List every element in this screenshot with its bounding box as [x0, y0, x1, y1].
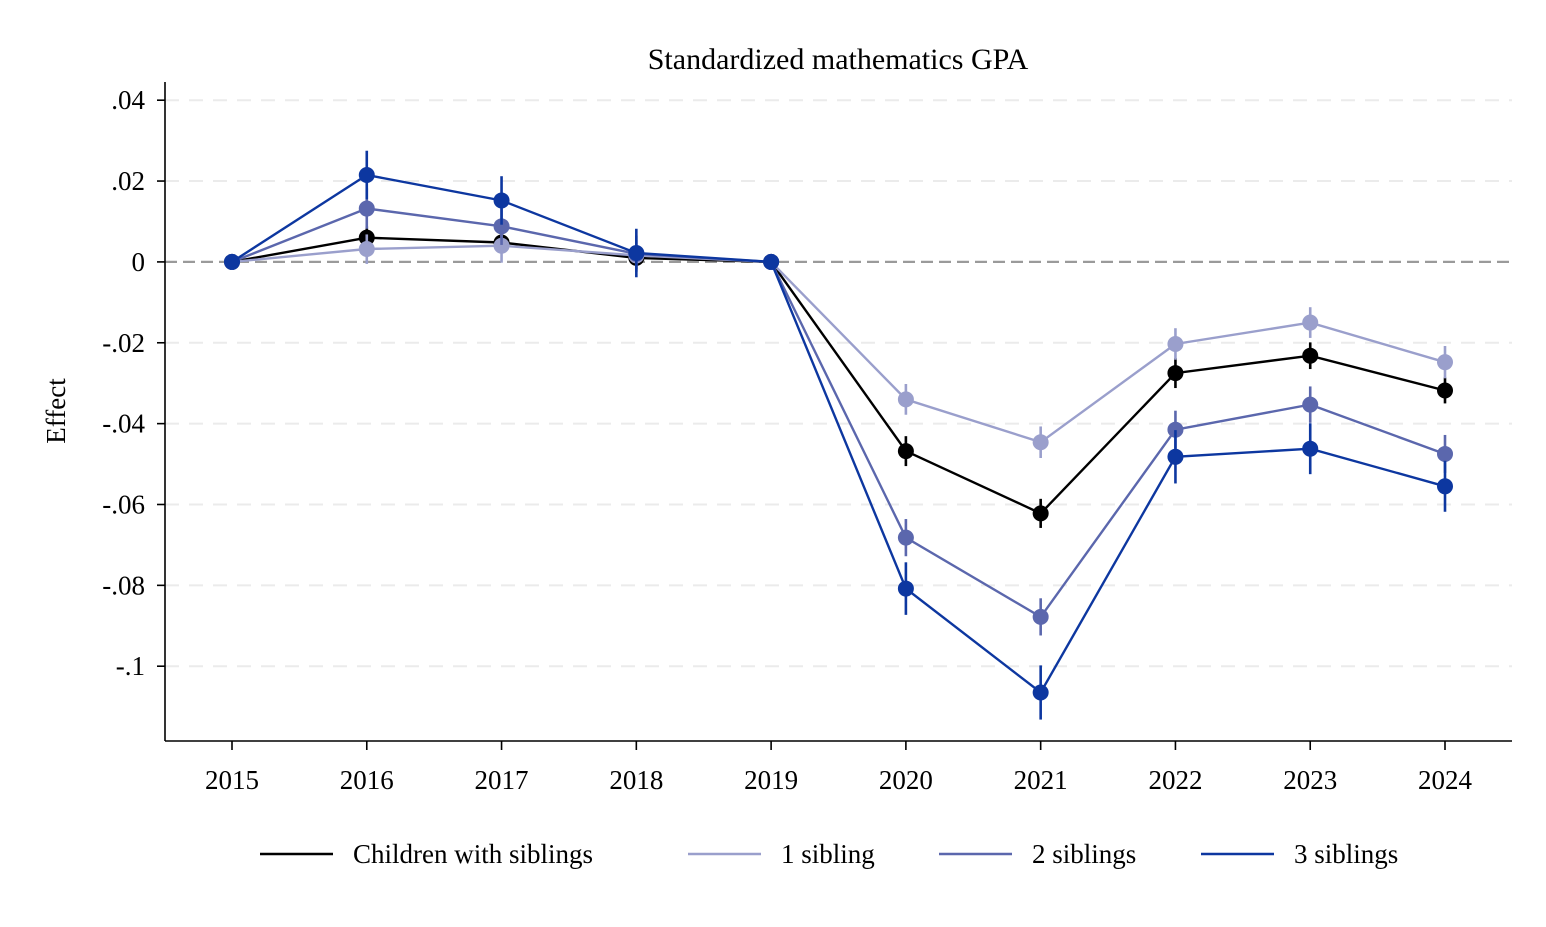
data-point — [897, 580, 914, 597]
data-point — [1032, 684, 1049, 701]
legend-label: 1 sibling — [781, 839, 875, 869]
series-4 — [224, 150, 1453, 720]
y-tick-label: -.1 — [116, 651, 145, 681]
data-point — [1167, 421, 1184, 438]
y-tick-label: .04 — [111, 85, 145, 115]
series-layer — [224, 150, 1453, 720]
data-point — [493, 218, 510, 235]
data-point — [897, 529, 914, 546]
data-point — [897, 443, 914, 460]
data-point — [1302, 396, 1319, 413]
data-point — [1437, 445, 1453, 462]
y-tick-label: .02 — [111, 166, 145, 196]
x-tick-label: 2020 — [879, 765, 933, 795]
y-axis-label: Effect — [41, 378, 71, 444]
legend: Children with siblings 1 sibling 2 sibling… — [260, 839, 1398, 869]
x-tick-label: 2016 — [340, 765, 394, 795]
x-tick-label: 2021 — [1014, 765, 1068, 795]
x-tick-label: 2022 — [1148, 765, 1202, 795]
y-tick-label: -.04 — [102, 409, 145, 439]
x-tick-label: 2017 — [475, 765, 529, 795]
y-tick-label: 0 — [132, 247, 146, 277]
legend-label: 2 siblings — [1032, 839, 1136, 869]
series-line — [231, 207, 1446, 619]
data-point — [1167, 365, 1184, 382]
x-tick-label: 2023 — [1283, 765, 1337, 795]
data-point — [1302, 347, 1319, 364]
x-tick-label: 2018 — [609, 765, 663, 795]
series-line — [231, 236, 1446, 515]
y-tick-label: -.08 — [102, 570, 145, 600]
chart-title: Standardized mathematics GPA — [648, 43, 1029, 76]
data-point — [1032, 505, 1049, 522]
data-point — [763, 253, 780, 270]
data-point — [1302, 440, 1319, 457]
y-axis-ticks: .04 .02 0 -.02 -.04 -.06 -.08 -.1 — [102, 85, 165, 681]
series-1 — [224, 226, 1453, 528]
data-point — [1437, 354, 1453, 371]
data-point — [493, 192, 510, 209]
data-point — [358, 166, 375, 183]
data-point — [1437, 478, 1453, 495]
y-tick-label: -.02 — [102, 328, 145, 358]
x-tick-label: 2015 — [205, 765, 259, 795]
legend-label: Children with siblings — [353, 839, 593, 869]
x-tick-label: 2024 — [1418, 765, 1473, 795]
legend-label: 3 siblings — [1294, 839, 1398, 869]
data-point — [1437, 382, 1453, 399]
data-point — [358, 200, 375, 217]
data-point — [1167, 448, 1184, 465]
series-3 — [224, 188, 1453, 636]
x-tick-label: 2019 — [744, 765, 798, 795]
data-point — [358, 240, 375, 257]
y-tick-label: -.06 — [102, 489, 145, 519]
data-point — [224, 253, 240, 270]
x-axis-ticks: 2015 2016 2017 2018 2019 2020 2021 2022 2023 2024 — [205, 741, 1473, 795]
series-line — [231, 173, 1446, 695]
data-point — [628, 245, 645, 262]
data-point — [1032, 608, 1049, 625]
data-point — [1302, 314, 1319, 331]
series-line — [231, 244, 1446, 444]
data-point — [1167, 335, 1184, 352]
data-point — [493, 237, 510, 254]
data-point — [897, 391, 914, 408]
data-point — [1032, 434, 1049, 451]
